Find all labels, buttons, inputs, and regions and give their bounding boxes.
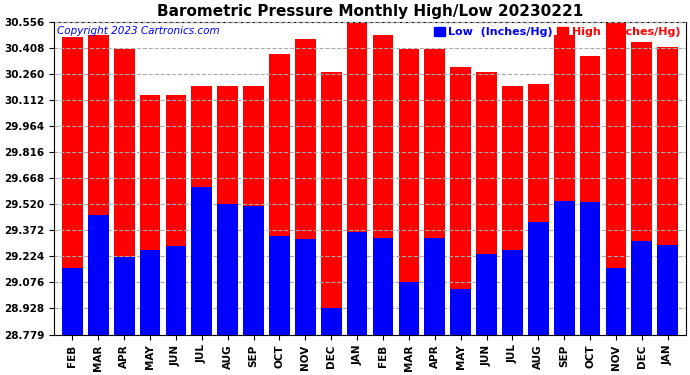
Bar [295,39,316,335]
Bar [554,201,575,335]
Bar [217,86,238,335]
Bar [424,49,445,335]
Bar [347,14,368,335]
Bar [62,37,83,335]
Bar [373,238,393,335]
Bar [528,84,549,335]
Bar [88,215,108,335]
Bar [451,67,471,335]
Bar [191,187,212,335]
Legend: Low  (Inches/Hg), High  (Inches/Hg): Low (Inches/Hg), High (Inches/Hg) [434,27,680,38]
Bar [191,86,212,335]
Bar [502,86,523,335]
Bar [502,250,523,335]
Bar [62,268,83,335]
Bar [139,250,160,335]
Bar [580,202,600,335]
Bar [166,246,186,335]
Text: Copyright 2023 Cartronics.com: Copyright 2023 Cartronics.com [57,26,220,36]
Bar [658,48,678,335]
Bar [114,257,135,335]
Bar [269,54,290,335]
Bar [347,232,368,335]
Bar [166,95,186,335]
Bar [321,308,342,335]
Bar [424,238,445,335]
Bar [217,204,238,335]
Bar [373,35,393,335]
Bar [243,86,264,335]
Bar [606,14,627,335]
Bar [399,49,420,335]
Bar [321,72,342,335]
Bar [295,240,316,335]
Bar [139,95,160,335]
Title: Barometric Pressure Monthly High/Low 20230221: Barometric Pressure Monthly High/Low 202… [157,4,583,19]
Bar [631,241,652,335]
Bar [580,56,600,335]
Bar [114,49,135,335]
Bar [476,254,497,335]
Bar [88,35,108,335]
Bar [658,245,678,335]
Bar [476,72,497,335]
Bar [631,42,652,335]
Bar [451,289,471,335]
Bar [606,268,627,335]
Bar [243,206,264,335]
Bar [269,236,290,335]
Bar [399,282,420,335]
Bar [554,35,575,335]
Bar [528,222,549,335]
